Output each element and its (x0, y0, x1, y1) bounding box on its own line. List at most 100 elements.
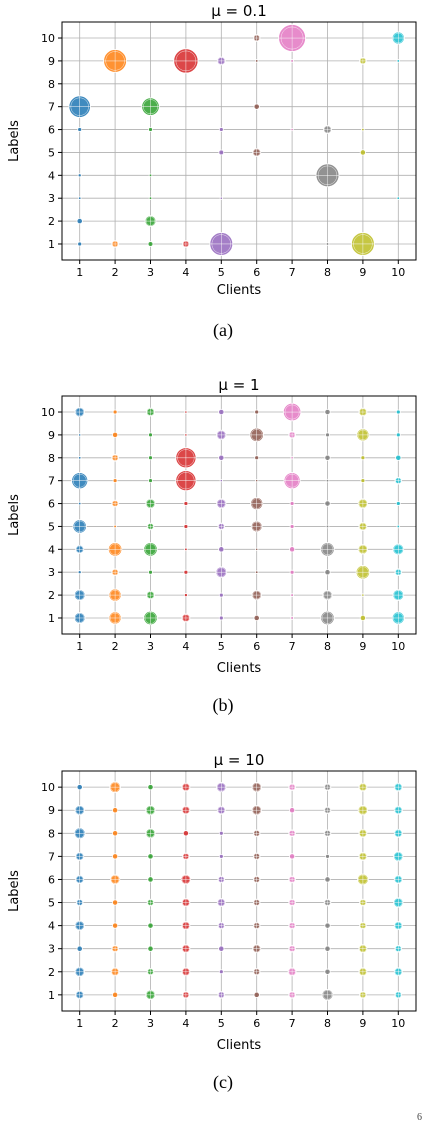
data-point (393, 921, 403, 931)
y-tick-label: 9 (48, 429, 55, 442)
x-tick-label: 4 (182, 266, 189, 279)
x-tick-label: 10 (391, 266, 405, 279)
data-point (217, 921, 226, 930)
data-point (359, 57, 367, 65)
data-point (173, 48, 199, 74)
data-point (252, 921, 261, 930)
data-point (289, 569, 295, 575)
data-point (143, 542, 158, 557)
data-point (182, 852, 190, 861)
data-point (288, 921, 296, 930)
data-point (148, 569, 153, 575)
data-point (357, 873, 369, 886)
data-point (74, 920, 85, 931)
scatter-chart-a: μ = 0.1 1 2 3 4 5 6 7 8 9 10 1 2 3 4 5 6 7 8 9 10 Clients Labe… (7, 2, 417, 298)
data-point (393, 897, 404, 908)
data-point (112, 807, 119, 814)
data-point (250, 520, 263, 533)
data-point (324, 408, 331, 416)
data-point (73, 827, 86, 840)
x-tick-label: 7 (289, 266, 296, 279)
data-point (290, 593, 294, 597)
data-point (216, 56, 226, 66)
data-point (393, 851, 404, 862)
data-point (251, 589, 262, 601)
data-point (358, 944, 368, 954)
x-tick-label: 7 (289, 640, 296, 653)
y-tick-label: 7 (48, 101, 55, 114)
x-tick-label: 9 (359, 266, 366, 279)
data-point (357, 544, 369, 555)
data-point (184, 433, 188, 437)
data-point (395, 409, 401, 415)
data-point (111, 568, 119, 576)
data-point (181, 898, 191, 907)
data-point (357, 805, 369, 816)
data-point (181, 944, 191, 954)
data-point (143, 610, 158, 626)
data-point (73, 589, 86, 601)
plot-frame (61, 770, 417, 1012)
data-point (145, 805, 156, 816)
data-point (148, 173, 153, 178)
x-tick-label: 2 (112, 1017, 119, 1030)
x-tick-label: 3 (147, 1017, 154, 1030)
data-point (147, 945, 154, 952)
data-point (148, 455, 153, 461)
data-point (148, 196, 153, 200)
caption-a: (a) (213, 320, 233, 340)
y-axis-label: Labels (7, 494, 22, 536)
data-point (395, 432, 401, 438)
data-point (112, 991, 119, 998)
data-point (218, 969, 224, 975)
data-point (216, 498, 227, 509)
data-point (315, 163, 340, 188)
x-tick-label: 9 (359, 640, 366, 653)
y-tick-label: 6 (48, 124, 55, 137)
data-point (209, 232, 234, 256)
scatter-chart-c: μ = 10 1 2 3 4 5 6 7 8 9 10 1 2 3 4 5 6 7 8 9 10 Clients Label… (7, 751, 417, 1053)
data-point (107, 542, 123, 557)
data-point (251, 782, 262, 793)
y-tick-label: 7 (48, 475, 55, 488)
y-tick-label: 5 (48, 520, 55, 533)
x-tick-label: 4 (182, 640, 189, 653)
data-point (219, 196, 223, 200)
x-tick-label: 8 (324, 1017, 331, 1030)
plot-frame (61, 395, 417, 635)
data-point (182, 240, 190, 248)
x-tick-label: 1 (76, 266, 83, 279)
y-tick-label: 2 (48, 966, 55, 979)
data-point (103, 49, 127, 73)
x-tick-label: 6 (253, 640, 260, 653)
data-point (73, 612, 86, 624)
data-point (181, 613, 191, 623)
data-point (218, 592, 224, 598)
x-tick-label: 6 (253, 1017, 260, 1030)
data-point (108, 611, 122, 625)
x-tick-label: 2 (112, 640, 119, 653)
data-point (255, 547, 259, 551)
data-point (278, 24, 307, 52)
y-tick-label: 9 (48, 55, 55, 68)
data-point (255, 479, 259, 483)
data-point (324, 500, 331, 507)
data-point (288, 898, 296, 907)
x-axis-label: Clients (217, 1038, 262, 1053)
data-point (76, 217, 83, 225)
data-point (288, 807, 296, 814)
data-point (252, 944, 262, 954)
data-point (71, 472, 89, 490)
data-point (394, 944, 403, 953)
data-point (254, 570, 259, 574)
data-point (111, 944, 119, 953)
data-point (183, 524, 189, 529)
y-tick-label: 10 (41, 406, 55, 419)
data-point (145, 828, 156, 839)
data-point (289, 501, 295, 506)
y-tick-label: 8 (48, 452, 55, 465)
x-tick-label: 3 (147, 266, 154, 279)
data-point (111, 499, 119, 508)
data-point (68, 95, 91, 118)
data-point (217, 522, 226, 531)
